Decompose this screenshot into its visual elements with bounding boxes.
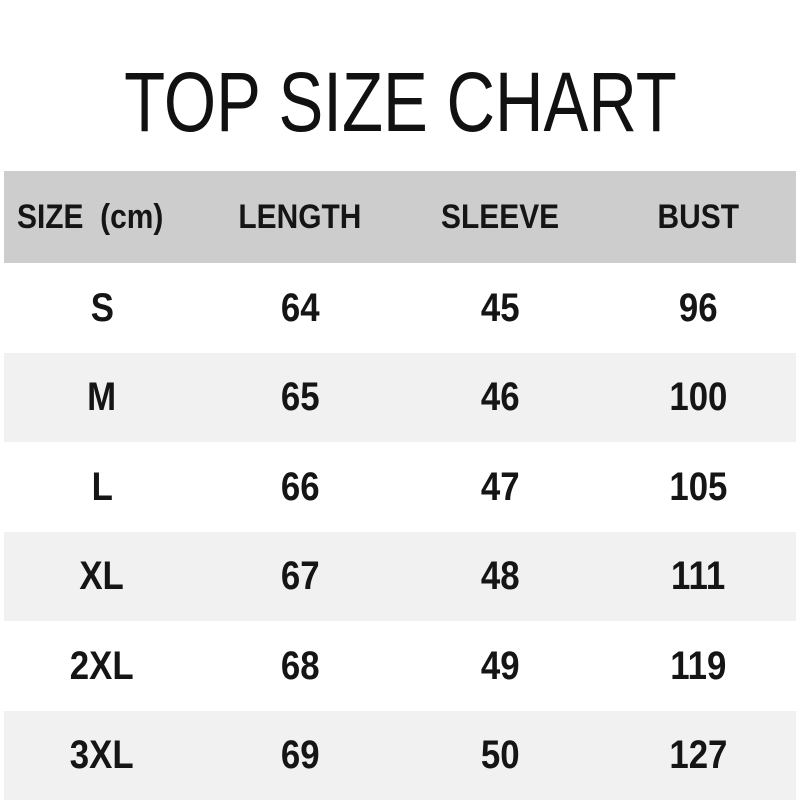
cell-length: 65 bbox=[280, 375, 320, 420]
table-row-xl: XL 67 48 111 bbox=[4, 531, 796, 621]
page-title-text: TOP SIZE CHART bbox=[123, 55, 677, 149]
cell-length: 64 bbox=[280, 285, 320, 330]
cell-length: 69 bbox=[280, 733, 320, 778]
cell-sleeve: 49 bbox=[480, 643, 520, 688]
column-header-bust: BUST bbox=[657, 198, 739, 236]
cell-bust: 119 bbox=[669, 643, 727, 688]
cell-sleeve: 48 bbox=[480, 554, 520, 599]
table-row-l: L 66 47 105 bbox=[4, 442, 796, 532]
cell-size: S bbox=[90, 285, 114, 330]
page-title: TOP SIZE CHART bbox=[0, 60, 800, 144]
table-header-row: SIZE (cm) LENGTH SLEEVE BUST bbox=[4, 171, 796, 263]
cell-size: L bbox=[91, 464, 113, 509]
cell-size: 2XL bbox=[70, 643, 134, 688]
cell-bust: 105 bbox=[668, 464, 728, 509]
cell-length: 67 bbox=[280, 554, 320, 599]
cell-bust: 100 bbox=[668, 375, 728, 420]
column-header-size: SIZE (cm) bbox=[17, 198, 164, 236]
cell-bust: 127 bbox=[668, 733, 728, 778]
cell-size: M bbox=[87, 375, 117, 420]
cell-bust: 96 bbox=[678, 285, 718, 330]
cell-size: XL bbox=[79, 554, 125, 599]
cell-size: 3XL bbox=[70, 733, 134, 778]
table-row-m: M 65 46 100 bbox=[4, 352, 796, 442]
table-row-2xl: 2XL 68 49 119 bbox=[4, 621, 796, 711]
table-row-3xl: 3XL 69 50 127 bbox=[4, 710, 796, 800]
cell-sleeve: 46 bbox=[480, 375, 520, 420]
column-header-sleeve: SLEEVE bbox=[440, 198, 560, 236]
cell-sleeve: 50 bbox=[480, 733, 520, 778]
cell-sleeve: 47 bbox=[480, 464, 520, 509]
cell-length: 68 bbox=[280, 643, 320, 688]
table-row-s: S 64 45 96 bbox=[4, 263, 796, 353]
cell-length: 66 bbox=[280, 464, 320, 509]
cell-sleeve: 45 bbox=[480, 285, 520, 330]
column-header-length: LENGTH bbox=[238, 198, 362, 236]
size-table: SIZE (cm) LENGTH SLEEVE BUST S 64 45 96 … bbox=[0, 171, 800, 800]
cell-bust: 111 bbox=[670, 554, 726, 599]
